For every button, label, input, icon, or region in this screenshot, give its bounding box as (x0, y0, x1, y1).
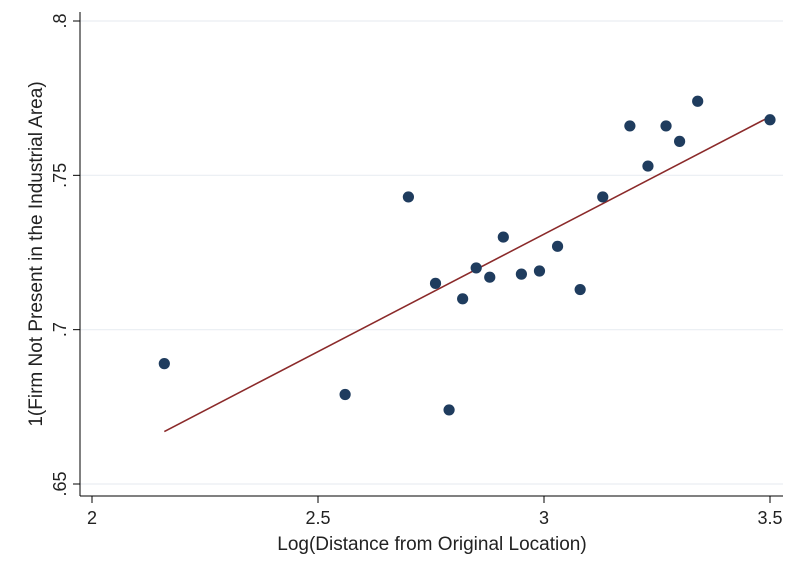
x-tick-label: 3 (539, 508, 549, 528)
data-point (515, 268, 528, 280)
data-point (484, 271, 496, 283)
data-point (642, 160, 654, 172)
tick-labels: 2 2.5 3 3.5 .65 .7 .75 .8 (50, 13, 783, 528)
data-points (158, 95, 776, 416)
data-point (158, 358, 170, 370)
data-point (470, 262, 482, 274)
y-axis-title: 1(Firm Not Present in the Industrial Are… (26, 81, 47, 426)
data-point (339, 388, 351, 401)
data-point (402, 191, 414, 203)
data-point (457, 293, 469, 305)
data-point (443, 404, 455, 416)
fit-line-group (163, 115, 771, 433)
y-tick-label: .7 (50, 322, 70, 337)
data-point (533, 265, 546, 277)
data-point (429, 277, 442, 289)
y-tick-label: .8 (50, 13, 70, 28)
grid-lines (80, 20, 783, 485)
y-tick-label: .65 (50, 471, 70, 496)
x-axis-title: Log(Distance from Original Location) (277, 534, 586, 555)
x-tick-label: 2.5 (305, 508, 330, 528)
data-point (497, 231, 509, 243)
data-point (674, 135, 686, 147)
data-point (660, 120, 672, 132)
data-point (624, 120, 636, 132)
y-tick-label: .75 (50, 163, 70, 188)
data-point (551, 240, 564, 252)
data-point (764, 114, 776, 126)
axes (73, 12, 783, 503)
data-point (597, 191, 609, 203)
fit-line (163, 115, 771, 433)
x-tick-label: 3.5 (757, 508, 782, 528)
data-point (574, 283, 586, 296)
data-point (692, 95, 704, 107)
x-tick-label: 2 (87, 508, 97, 528)
